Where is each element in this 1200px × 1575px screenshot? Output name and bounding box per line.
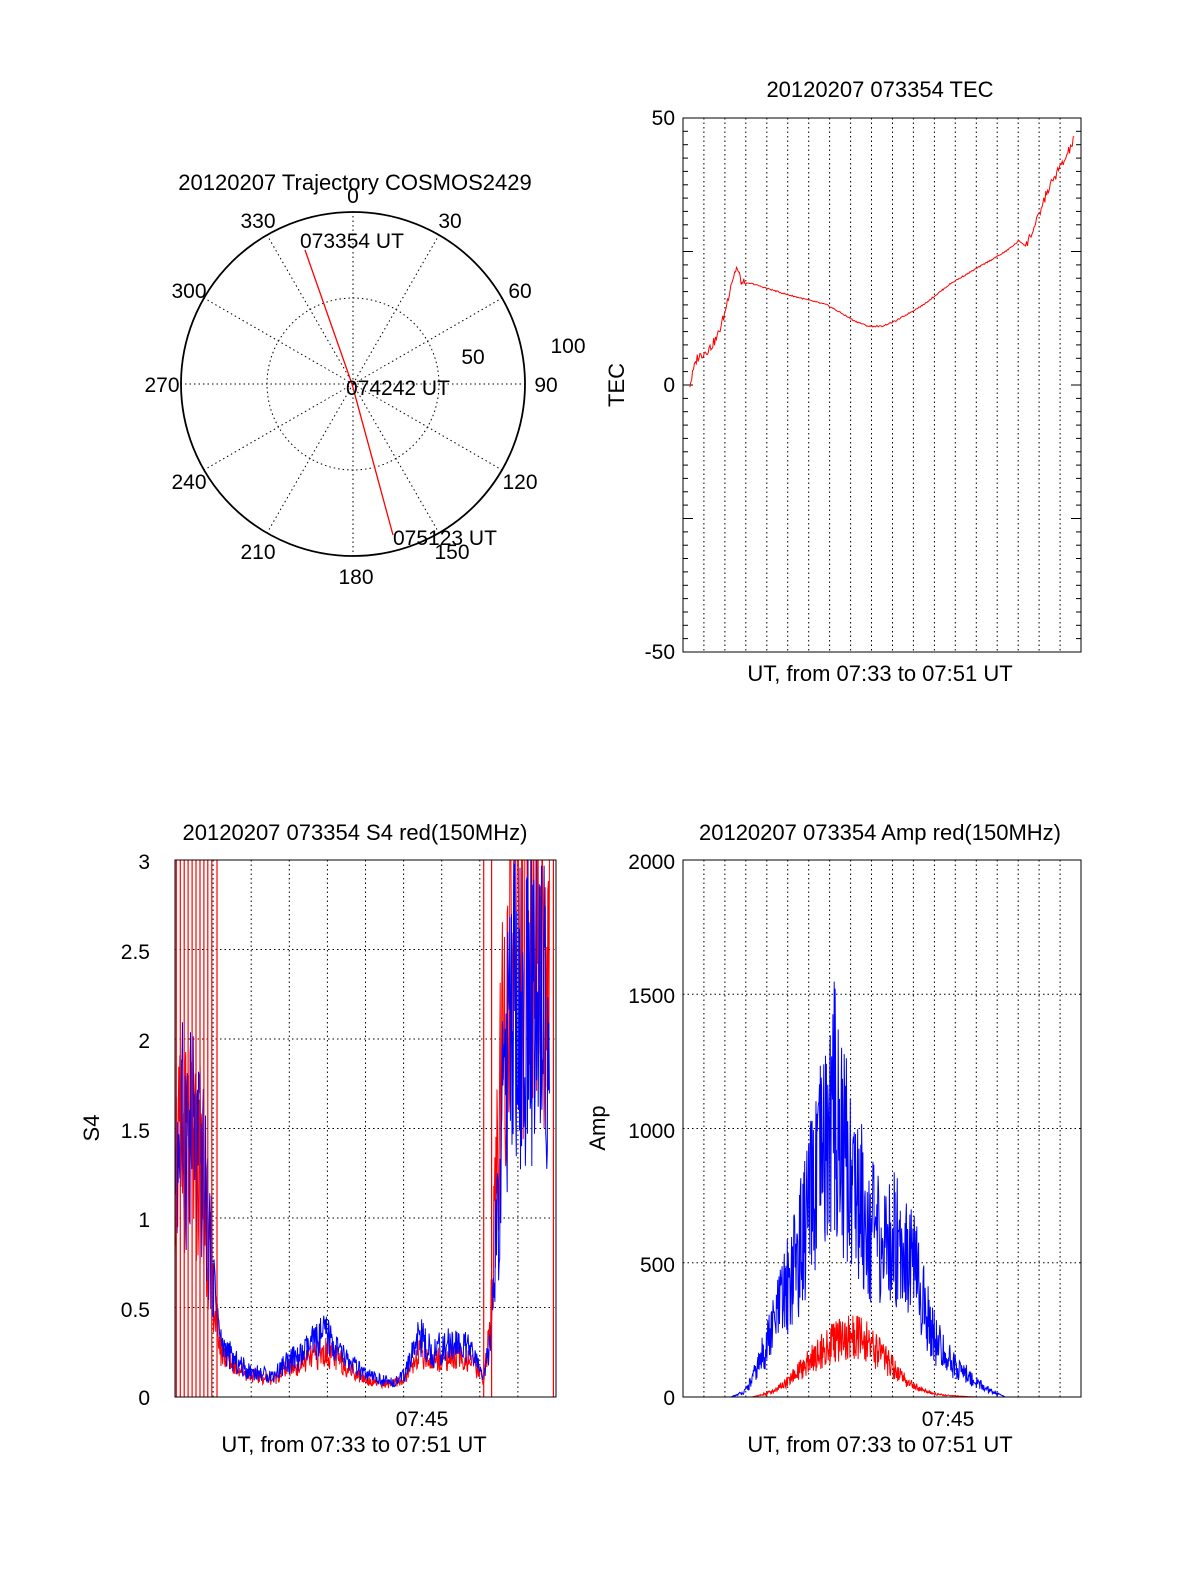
polar-spoke-150 (352, 383, 440, 534)
tec-plot-frame (682, 117, 1082, 653)
tec-grid (703, 118, 1061, 652)
angle-label-210: 210 (240, 541, 275, 564)
s4-xtick-0745: 07:45 (396, 1408, 449, 1431)
angle-label-60: 60 (508, 280, 531, 303)
amp-ytick-0: 0 (663, 1387, 675, 1410)
amp-chart: 20120207 073354 Amp red(150MHz) 2000 150… (585, 820, 1082, 1457)
angle-label-30: 30 (438, 210, 461, 233)
polar-chart: 20120207 Trajectory COSMOS2429 0 30 60 9… (144, 170, 585, 589)
amp-grid (683, 860, 1081, 1397)
amp-xlabel: UT, from 07:33 to 07:51 UT (747, 1432, 1012, 1457)
trajectory-mid-label: 074242 UT (346, 377, 450, 400)
tec-ytick-minus-50: -50 (645, 641, 675, 664)
tec-ytick-50: 50 (652, 107, 675, 130)
polar-outer-circle (180, 211, 526, 557)
polar-spoke-210 (266, 383, 354, 534)
angle-label-180: 180 (338, 566, 373, 589)
amp-plot-frame (682, 859, 1082, 1398)
angle-label-240: 240 (171, 471, 206, 494)
s4-red-line (174, 859, 550, 1390)
polar-spoke-330 (266, 234, 354, 385)
s4-chart: 20120207 073354 S4 red(150MHz) 3 2.5 2 1… (79, 820, 557, 1457)
angle-label-270: 270 (144, 374, 179, 397)
amp-ylabel: Amp (585, 1105, 610, 1150)
amp-series (683, 981, 1075, 1398)
s4-plot-frame (174, 859, 557, 1398)
polar-grid (181, 212, 525, 556)
s4-ytick-2: 2 (138, 1030, 150, 1053)
s4-grid (175, 860, 556, 1397)
tec-ytick-0: 0 (663, 374, 675, 397)
angle-label-330: 330 (240, 210, 275, 233)
amp-ytick-500: 500 (640, 1254, 675, 1277)
s4-ytick-2-5: 2.5 (121, 941, 150, 964)
trajectory-line (304, 249, 394, 536)
angle-label-0: 0 (347, 185, 359, 208)
angle-label-120: 120 (502, 471, 537, 494)
trajectory-end-label: 075123 UT (393, 527, 497, 550)
s4-title: 20120207 073354 S4 red(150MHz) (183, 820, 528, 845)
tec-chart: 20120207 073354 TEC 50 0 -50 TEC UT, fro… (604, 77, 1082, 686)
amp-red-line (683, 1315, 1075, 1398)
s4-ytick-1: 1 (138, 1209, 150, 1232)
amp-xtick-0745: 07:45 (922, 1408, 975, 1431)
amp-title: 20120207 073354 Amp red(150MHz) (699, 820, 1061, 845)
amp-blue-line (683, 981, 1075, 1398)
polar-title: 20120207 Trajectory COSMOS2429 (178, 170, 531, 195)
s4-ytick-3: 3 (138, 851, 150, 874)
polar-spoke-30 (352, 234, 440, 385)
angle-label-300: 300 (171, 280, 206, 303)
radius-label-50: 50 (461, 346, 484, 369)
s4-ytick-0-5: 0.5 (121, 1299, 150, 1322)
tec-title: 20120207 073354 TEC (766, 77, 993, 102)
angle-label-90: 90 (534, 374, 557, 397)
s4-ylabel: S4 (79, 1115, 104, 1142)
tec-xlabel: UT, from 07:33 to 07:51 UT (747, 661, 1012, 686)
polar-spoke-240 (203, 383, 354, 471)
tec-line (689, 135, 1075, 388)
s4-ytick-1-5: 1.5 (121, 1120, 150, 1143)
s4-ytick-0: 0 (138, 1387, 150, 1410)
angle-label-150: 150 (434, 541, 469, 564)
radius-label-100: 100 (550, 335, 585, 358)
trajectory-start-label: 073354 UT (300, 230, 404, 253)
tec-ylabel: TEC (604, 363, 629, 407)
tec-series (689, 135, 1075, 388)
amp-ytick-1500: 1500 (628, 985, 675, 1008)
polar-spoke-300 (203, 297, 354, 385)
polar-spoke-60 (352, 297, 503, 385)
polar-spoke-120 (352, 383, 503, 471)
amp-ytick-2000: 2000 (628, 851, 675, 874)
s4-series (174, 859, 555, 1397)
amp-ytick-1000: 1000 (628, 1120, 675, 1143)
tec-minor-ticks (683, 130, 1081, 640)
s4-blue-line (174, 859, 550, 1388)
s4-xlabel: UT, from 07:33 to 07:51 UT (221, 1432, 486, 1457)
